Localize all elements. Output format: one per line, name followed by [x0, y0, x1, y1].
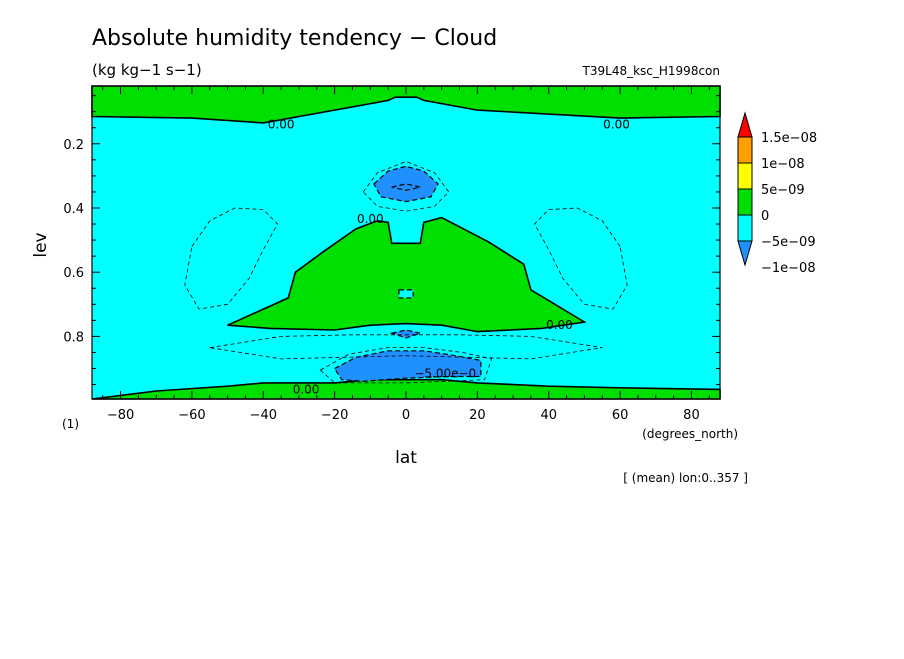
colorbar-label-1: 1e−08 [761, 157, 805, 172]
colorbar-label-3: 0 [761, 209, 769, 224]
x-tick-label-3: −20 [321, 408, 348, 423]
chart-units: (kg kg−1 s−1) [92, 61, 202, 79]
region-top-positive [91, 85, 721, 124]
x-tick-label-8: 80 [683, 408, 700, 423]
dashed-contour-1 [534, 207, 628, 310]
colorbar: 1.5e−08 1e−08 5e−09 0 −5e−09 −1e−08 [737, 111, 817, 276]
x-tick-label-7: 60 [612, 408, 629, 423]
dashed-contour-2 [362, 160, 450, 212]
mean-note: [ (mean) lon:0..357 ] [623, 471, 748, 485]
region-lower-negative [333, 350, 482, 382]
contour-label-0: 0.00 [268, 118, 295, 132]
x-tick-label-1: −60 [178, 408, 205, 423]
contour-label-1: 0.00 [603, 118, 630, 132]
x-axis-units: (degrees_north) [642, 427, 738, 441]
colorbar-label-5: −1e−08 [761, 261, 816, 276]
experiment-label: T39L48_ksc_H1998con [582, 64, 720, 78]
x-axis-label: lat [395, 448, 417, 468]
colorbar-label-4: −5e−09 [761, 235, 816, 250]
y-axis-units: (1) [62, 417, 79, 431]
chart-title: Absolute humidity tendency − Cloud [92, 26, 497, 51]
x-tick-label-0: −80 [107, 408, 134, 423]
y-tick-label-3: 0.8 [63, 330, 84, 345]
contour-label-2: 0.00 [357, 212, 384, 226]
plot-area: 0.00 0.00 0.00 0.00 0.00 −5.00e−0 −80 −60 −40 −20… [63, 85, 721, 423]
y-tick-label-2: 0.6 [63, 266, 84, 281]
y-tick-label-1: 0.4 [63, 202, 84, 217]
contour-label-4: 0.00 [293, 382, 320, 396]
x-tick-label-4: 0 [402, 408, 410, 423]
colorbar-segment-3 [737, 188, 753, 216]
region-upper-negative-core [391, 183, 421, 191]
colorbar-top-arrow [737, 111, 753, 138]
y-tick-label-0: 0.2 [63, 138, 84, 153]
contour-label-3: 0.00 [546, 318, 573, 332]
region-mid-positive [227, 216, 587, 333]
y-axis-label: lev [31, 232, 51, 257]
colorbar-label-2: 5e−09 [761, 183, 805, 198]
region-hole-cyan [398, 289, 414, 299]
region-mid-negative-small [389, 329, 423, 339]
contour-label-5: −5.00e−0 [414, 366, 476, 380]
dashed-contour-0 [184, 207, 278, 310]
dashed-contour-3 [209, 334, 603, 360]
colorbar-segment-2 [737, 162, 753, 190]
dashed-contour-4 [319, 347, 493, 384]
colorbar-segment-4 [737, 214, 753, 242]
x-tick-label-5: 20 [469, 408, 486, 423]
colorbar-bottom-arrow [737, 240, 753, 267]
x-tick-label-2: −40 [250, 408, 277, 423]
x-tick-label-6: 40 [540, 408, 557, 423]
colorbar-label-0: 1.5e−08 [761, 131, 817, 146]
colorbar-segment-1 [737, 136, 753, 164]
